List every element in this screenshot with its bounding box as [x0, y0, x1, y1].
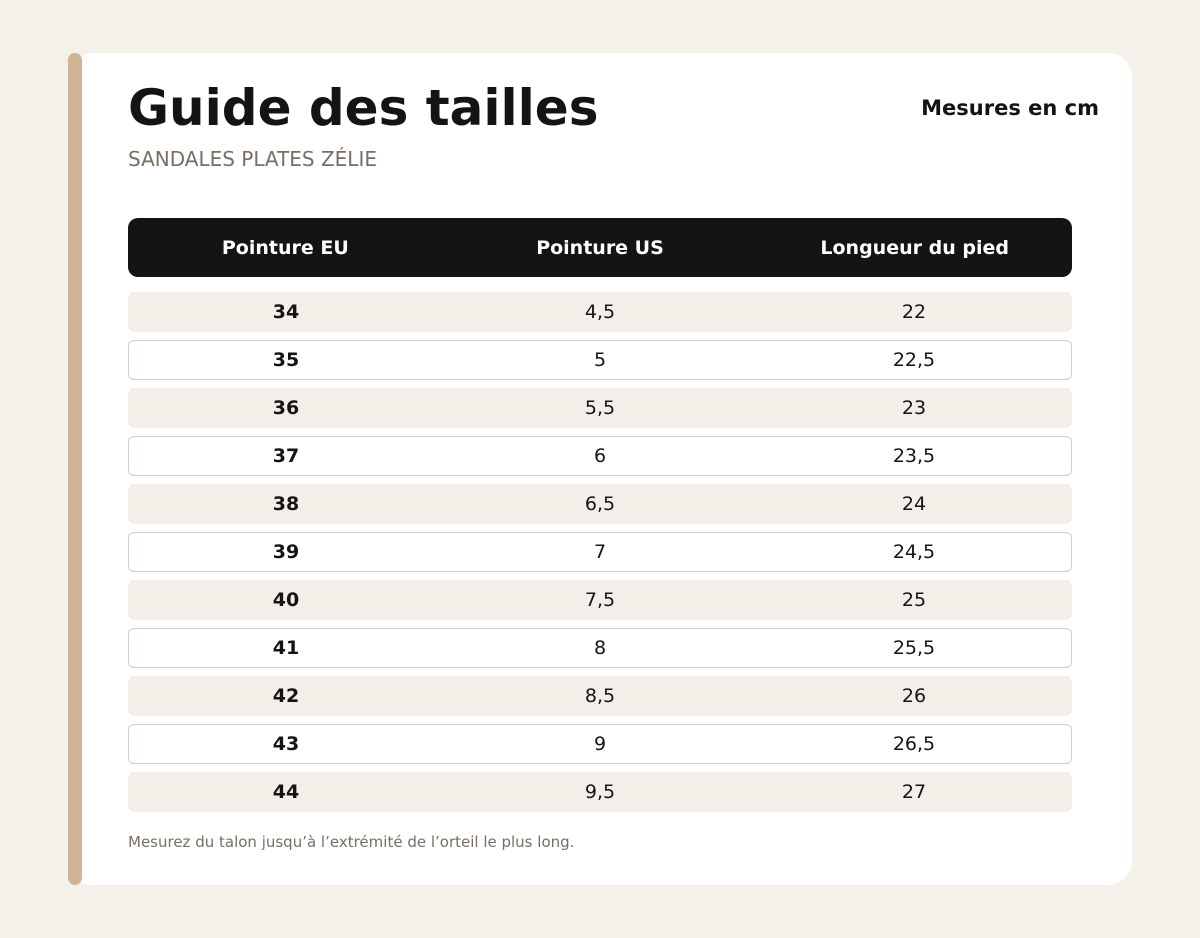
cell-us-size: 4,5 [584, 301, 616, 323]
table-row: 35 5 22,5 [128, 340, 1072, 380]
cell-eu-size: 35 [272, 349, 300, 371]
cell-foot-length: 23 [901, 397, 927, 419]
column-header-eu: Pointure EU [221, 236, 349, 259]
cell-eu-size: 44 [272, 781, 300, 803]
cell-us-size: 8,5 [584, 685, 616, 707]
cell-eu-size: 36 [272, 397, 300, 419]
table-row: 41 8 25,5 [128, 628, 1072, 668]
table-row: 42 8,5 26 [128, 676, 1072, 716]
cell-eu-size: 38 [272, 493, 300, 515]
cell-foot-length: 22 [901, 301, 927, 323]
cell-us-size: 5,5 [584, 397, 616, 419]
column-header-us: Pointure US [536, 236, 664, 259]
table-row: 38 6,5 24 [128, 484, 1072, 524]
cell-eu-size: 43 [272, 733, 300, 755]
cell-eu-size: 34 [272, 301, 300, 323]
cell-foot-length: 24,5 [892, 541, 936, 563]
cell-foot-length: 26 [901, 685, 927, 707]
table-row: 36 5,5 23 [128, 388, 1072, 428]
table-row: 37 6 23,5 [128, 436, 1072, 476]
cell-foot-length: 27 [901, 781, 927, 803]
cell-foot-length: 25,5 [892, 637, 936, 659]
table-row: 40 7,5 25 [128, 580, 1072, 620]
table-row: 44 9,5 27 [128, 772, 1072, 812]
size-table: Pointure EU Pointure US Longueur du pied… [128, 218, 1072, 820]
table-row: 43 9 26,5 [128, 724, 1072, 764]
column-header-foot-length: Longueur du pied [820, 236, 1009, 259]
cell-eu-size: 40 [272, 589, 300, 611]
cell-us-size: 9 [593, 733, 607, 755]
unit-label: Mesures en cm [921, 96, 1099, 120]
cell-us-size: 9,5 [584, 781, 616, 803]
cell-eu-size: 41 [272, 637, 300, 659]
cell-foot-length: 22,5 [892, 349, 936, 371]
cell-foot-length: 25 [901, 589, 927, 611]
table-body: 34 4,5 22 35 5 22,5 36 5,5 23 37 6 23,5 38 6,5 24 39 7 24… [128, 292, 1072, 812]
cell-us-size: 7,5 [584, 589, 616, 611]
cell-foot-length: 23,5 [892, 445, 936, 467]
table-header: Pointure EU Pointure US Longueur du pied [128, 218, 1072, 277]
cell-us-size: 8 [593, 637, 607, 659]
cell-us-size: 6,5 [584, 493, 616, 515]
cell-us-size: 7 [593, 541, 607, 563]
table-row: 39 7 24,5 [128, 532, 1072, 572]
measurement-footnote: Mesurez du talon jusqu’à l’extrémité de … [128, 833, 575, 851]
accent-bar [68, 53, 82, 885]
cell-eu-size: 42 [272, 685, 300, 707]
cell-us-size: 5 [593, 349, 607, 371]
page-title: Guide des tailles [128, 79, 599, 137]
cell-foot-length: 26,5 [892, 733, 936, 755]
cell-eu-size: 37 [272, 445, 300, 467]
table-row: 34 4,5 22 [128, 292, 1072, 332]
cell-eu-size: 39 [272, 541, 300, 563]
cell-foot-length: 24 [901, 493, 927, 515]
cell-us-size: 6 [593, 445, 607, 467]
product-subtitle: SANDALES PLATES ZÉLIE [128, 147, 377, 171]
